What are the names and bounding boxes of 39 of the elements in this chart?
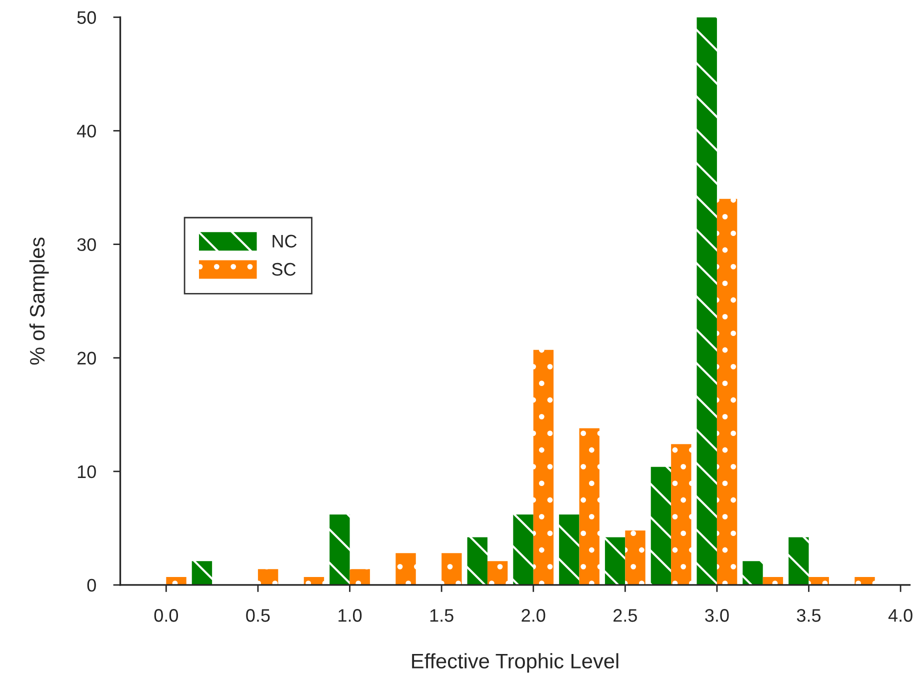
y-tick-label: 10 [78,465,96,478]
bar [442,553,462,585]
bar [742,561,763,585]
y-tick-label: 50 [77,11,96,24]
bar [350,569,370,585]
bar [330,514,350,585]
x-tick-label: 0.0 [154,609,178,622]
y-tick-label: 30 [77,238,96,252]
y-tick-label: 40 [76,124,96,138]
bar [579,428,600,585]
x-tick-label: 3.5 [796,609,821,622]
bar [625,530,646,585]
bar [671,444,692,585]
bar [396,553,416,585]
bar [258,569,278,585]
bar [513,514,534,585]
y-tick-label: 0 [87,578,96,592]
legend-label: SC [272,262,296,276]
y-tick-label: 20 [77,352,96,365]
bar [650,466,672,585]
x-axis-title: Effective Trophic Level [412,653,618,673]
bar [788,537,809,585]
bar [559,514,580,585]
x-tick-label: 2.5 [614,609,637,622]
legend-label: NC [272,234,297,248]
x-tick-label: 0.5 [246,609,270,622]
bar [192,561,212,585]
bar [716,198,738,585]
x-tick-label: 4.0 [888,609,912,622]
x-tick-label: 2.0 [522,609,546,622]
bar [533,350,554,585]
x-tick-label: 3.0 [705,609,729,622]
x-tick-label: 1.0 [338,609,362,622]
y-axis-title: % of Samples [29,238,49,365]
x-tick-label: 1.5 [430,609,454,622]
bar [696,17,717,585]
bar [487,561,508,585]
bar [604,537,626,585]
bar [467,537,488,585]
